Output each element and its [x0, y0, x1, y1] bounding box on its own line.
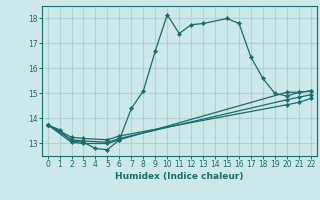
X-axis label: Humidex (Indice chaleur): Humidex (Indice chaleur): [115, 172, 244, 181]
